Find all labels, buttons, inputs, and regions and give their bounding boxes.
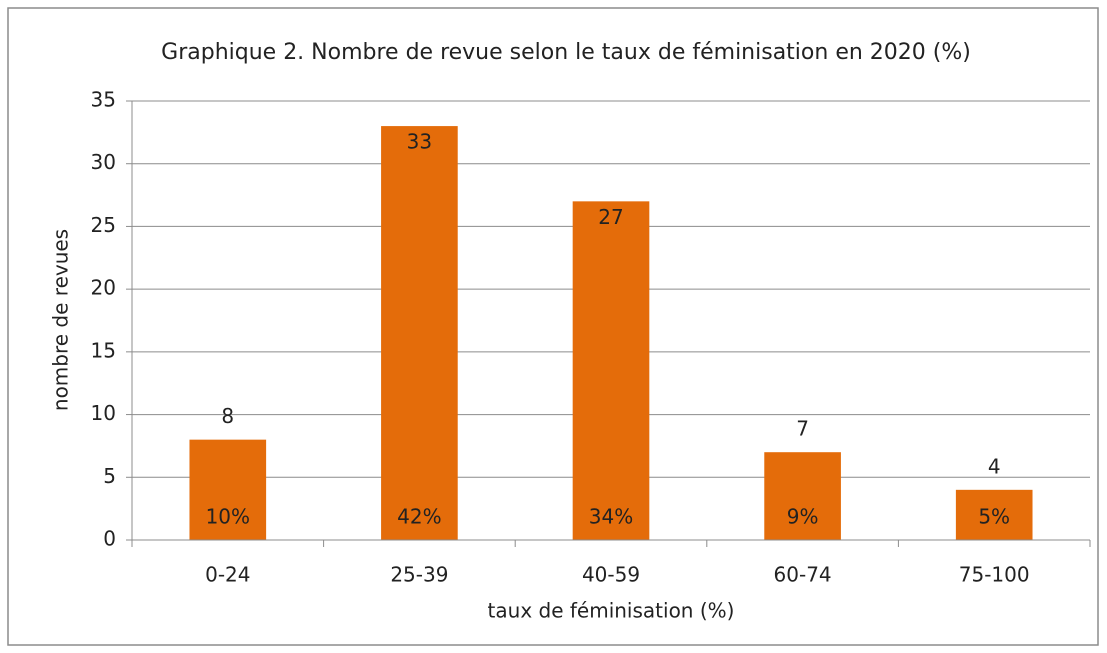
x-tick-label: 75-100 xyxy=(959,563,1030,587)
x-tick-label: 60-74 xyxy=(774,563,832,587)
bar xyxy=(764,452,841,540)
y-tick-label: 0 xyxy=(103,527,116,551)
y-tick-label: 30 xyxy=(91,150,116,174)
data-label: 8 xyxy=(221,404,234,428)
bar xyxy=(189,439,267,540)
bar xyxy=(381,126,458,540)
y-tick-label: 5 xyxy=(103,464,116,488)
x-tick-label: 25-39 xyxy=(390,563,448,587)
share-label: 5% xyxy=(978,505,1010,529)
share-label: 34% xyxy=(589,505,633,529)
share-label: 42% xyxy=(397,505,441,529)
y-tick-label: 25 xyxy=(91,213,116,237)
x-tick-label: 0-24 xyxy=(205,563,250,587)
share-label: 9% xyxy=(787,505,819,529)
data-label: 7 xyxy=(796,417,809,441)
data-label: 4 xyxy=(988,454,1001,478)
x-tick-label: 40-59 xyxy=(582,563,640,587)
chart-title: Graphique 2. Nombre de revue selon le ta… xyxy=(161,40,971,65)
data-label: 27 xyxy=(598,205,623,229)
y-tick-label: 35 xyxy=(91,88,116,112)
share-label: 10% xyxy=(206,505,250,529)
data-label: 33 xyxy=(407,130,432,154)
bar xyxy=(572,201,650,541)
y-axis-label: nombre de revues xyxy=(49,229,73,411)
y-tick-label: 10 xyxy=(91,401,116,425)
bar xyxy=(955,489,1033,540)
y-tick-label: 15 xyxy=(91,338,116,362)
chart-border xyxy=(7,7,1099,646)
x-axis-label: taux de féminisation (%) xyxy=(488,599,735,623)
y-tick-label: 20 xyxy=(91,276,116,300)
